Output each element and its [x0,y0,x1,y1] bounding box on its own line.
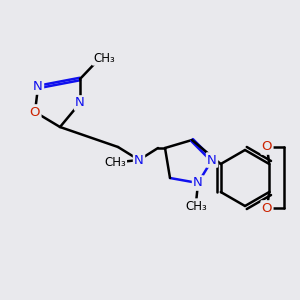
Text: N: N [193,176,203,190]
Text: O: O [262,202,272,214]
Text: N: N [134,154,144,166]
Text: CH₃: CH₃ [104,155,126,169]
Text: CH₃: CH₃ [93,52,115,64]
Text: N: N [75,97,85,110]
Text: O: O [262,140,272,154]
Text: O: O [30,106,40,118]
Text: CH₃: CH₃ [185,200,207,212]
Text: N: N [207,154,217,166]
Text: N: N [33,80,43,94]
